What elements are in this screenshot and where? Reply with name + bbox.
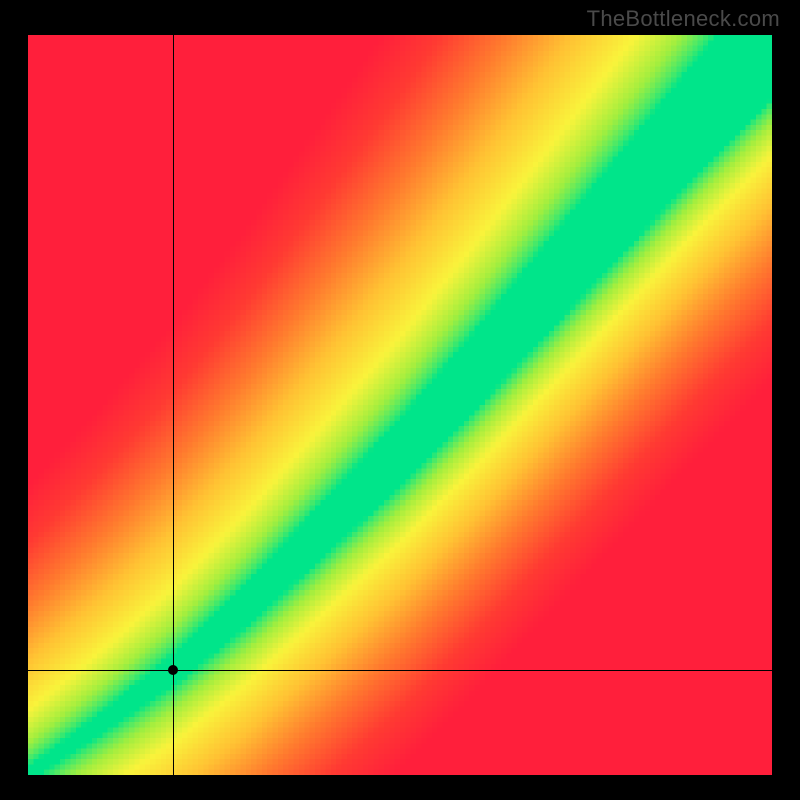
attribution-text: TheBottleneck.com: [587, 6, 780, 32]
crosshair-horizontal: [28, 670, 772, 671]
marker-dot: [168, 665, 178, 675]
plot-area: [28, 35, 772, 775]
heatmap-canvas: [28, 35, 772, 775]
